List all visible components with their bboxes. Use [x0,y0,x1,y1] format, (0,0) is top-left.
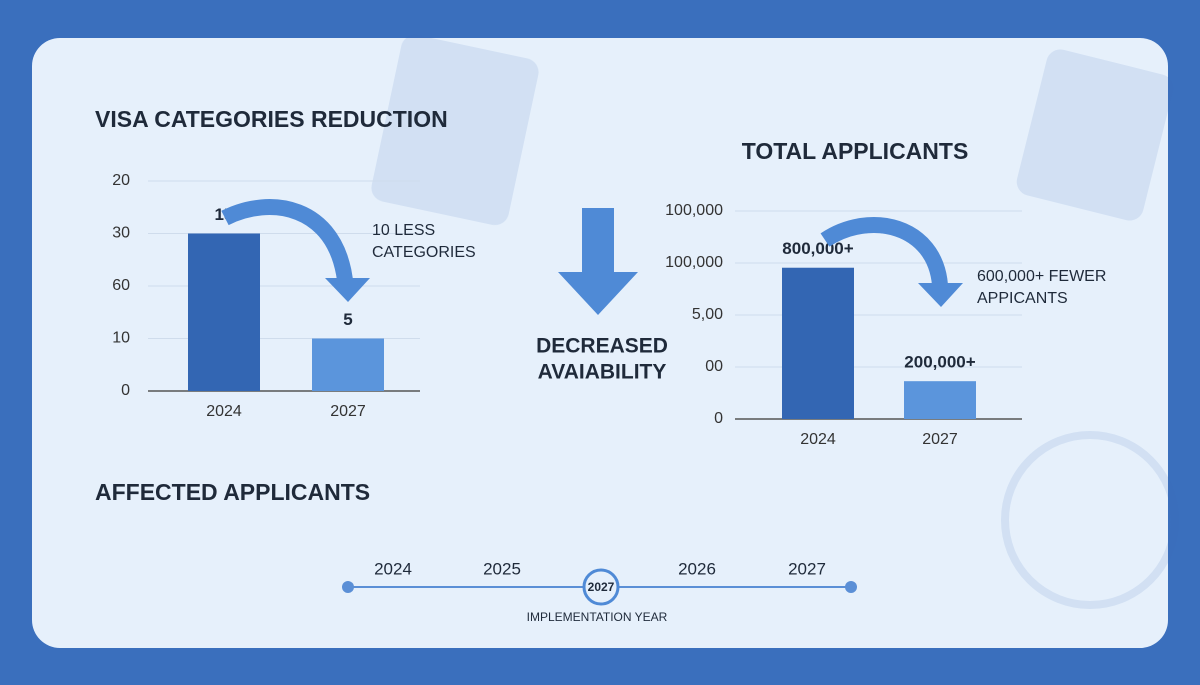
data-label: 800,000+ [782,239,853,258]
x-tick-label: 2027 [330,403,366,420]
timeline-year: 2026 [678,559,716,578]
x-tick-label: 2024 [800,431,836,448]
y-tick-label: 0 [714,410,723,427]
center-label: AVAIABILITY [538,361,667,384]
y-tick-label: 00 [705,358,723,375]
section-title: AFFECTED APPLICANTS [95,479,370,505]
annotation: CATEGORIES [372,244,476,261]
annotation: 10 LESS [372,222,435,239]
card [32,38,1168,648]
center-arrow [558,208,638,315]
bar [904,381,976,419]
y-tick-label: 5,00 [692,306,723,323]
data-label: 5 [343,310,352,329]
bar [312,338,384,391]
timeline-caption: IMPLEMENTATION YEAR [527,610,668,624]
bar [188,233,260,391]
decor [371,34,1179,609]
x-tick-label: 2027 [922,431,958,448]
chart-title: VISA CATEGORIES REDUCTION [95,106,448,132]
y-tick-label: 20 [112,172,130,189]
arrow-head [918,283,963,307]
annotation: 600,000+ FEWER [977,268,1106,285]
y-tick-label: 30 [112,225,130,242]
arrow-head [325,278,370,302]
center-label: DECREASED [536,335,668,358]
timeline-end [342,581,354,593]
y-tick-label: 60 [112,277,130,294]
annotation: APPICANTS [977,290,1068,307]
y-tick-label: 100,000 [665,202,723,219]
timeline-highlight [582,568,620,606]
timeline-year: 2027 [788,559,826,578]
timeline-year: 2025 [483,559,521,578]
y-tick-label: 100,000 [665,254,723,271]
timeline-end [845,581,857,593]
curved-arrow [221,199,353,282]
y-tick-label: 10 [112,330,130,347]
timeline-highlight-label: 2027 [588,580,615,594]
x-tick-label: 2024 [206,403,242,420]
data-label: 200,000+ [904,353,975,372]
timeline-year: 2024 [374,559,412,578]
y-tick-label: 0 [121,382,130,399]
bar [782,267,854,419]
curved-arrow [820,217,948,287]
chart-title: TOTAL APPLICANTS [742,138,969,164]
